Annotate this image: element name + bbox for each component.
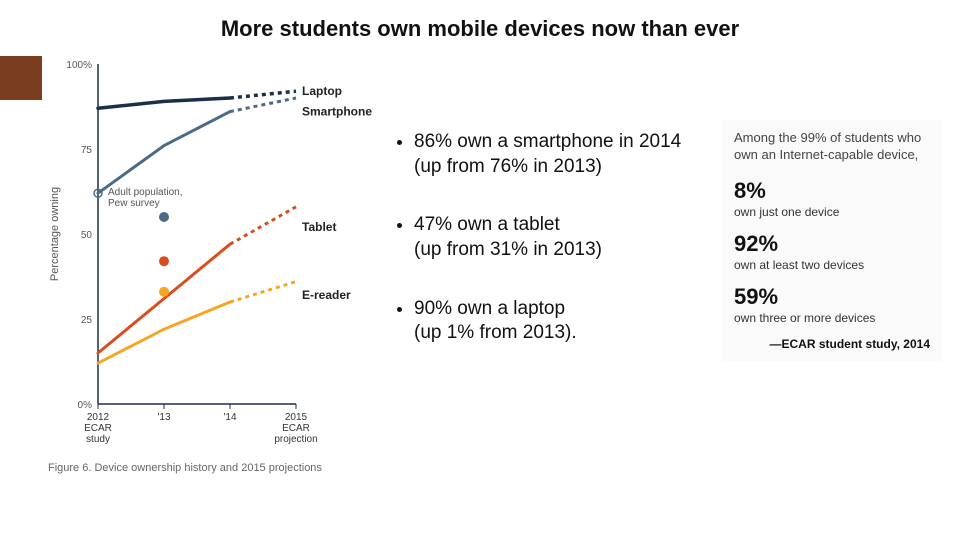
page-title: More students own mobile devices now tha… (0, 16, 960, 42)
svg-text:ECAR: ECAR (84, 423, 112, 434)
svg-text:100%: 100% (66, 60, 92, 71)
svg-text:Percentage owning: Percentage owning (49, 187, 61, 281)
svg-text:0%: 0% (78, 400, 93, 411)
svg-text:2015: 2015 (285, 412, 308, 423)
sidebar-source: —ECAR student study, 2014 (734, 337, 930, 351)
svg-text:ECAR: ECAR (282, 423, 310, 434)
stat-label: own at least two devices (734, 258, 864, 272)
bullet-item: 47% own a tablet(up from 31% in 2013) (414, 213, 706, 262)
svg-text:2012: 2012 (87, 412, 110, 423)
stat-row: 8%own just one device (734, 178, 930, 219)
svg-text:Tablet: Tablet (302, 220, 336, 234)
ownership-chart: Percentage owning0%255075100%2012ECARstu… (44, 56, 374, 496)
svg-text:75: 75 (81, 145, 93, 156)
stats-sidebar: Among the 99% of students who own an Int… (722, 120, 942, 361)
svg-text:Smartphone: Smartphone (302, 105, 372, 119)
stat-row: 92%own at least two devices (734, 231, 930, 272)
svg-text:study: study (86, 434, 110, 445)
svg-text:'13: '13 (157, 412, 170, 423)
stat-row: 59%own three or more devices (734, 284, 930, 325)
svg-text:Adult population,: Adult population, (108, 187, 183, 198)
bullet-list: 86% own a smartphone in 2014 (up from 76… (390, 130, 706, 380)
svg-text:projection: projection (274, 434, 317, 445)
chart-svg: Percentage owning0%255075100%2012ECARstu… (44, 56, 374, 456)
svg-text:50: 50 (81, 230, 93, 241)
svg-text:Pew survey: Pew survey (108, 198, 160, 209)
chart-caption: Figure 6. Device ownership history and 2… (44, 462, 374, 474)
stat-percent: 59% (734, 284, 930, 310)
accent-bar (0, 56, 42, 100)
svg-text:E-reader: E-reader (302, 288, 351, 302)
stat-label: own three or more devices (734, 311, 875, 325)
svg-text:25: 25 (81, 315, 93, 326)
sidebar-intro: Among the 99% of students who own an Int… (734, 130, 930, 164)
stat-percent: 8% (734, 178, 930, 204)
stat-label: own just one device (734, 205, 839, 219)
bullet-item: 90% own a laptop(up 1% from 2013). (414, 297, 706, 346)
stat-percent: 92% (734, 231, 930, 257)
svg-text:'14: '14 (223, 412, 236, 423)
svg-text:Laptop: Laptop (302, 84, 342, 98)
bullet-item: 86% own a smartphone in 2014 (up from 76… (414, 130, 706, 179)
